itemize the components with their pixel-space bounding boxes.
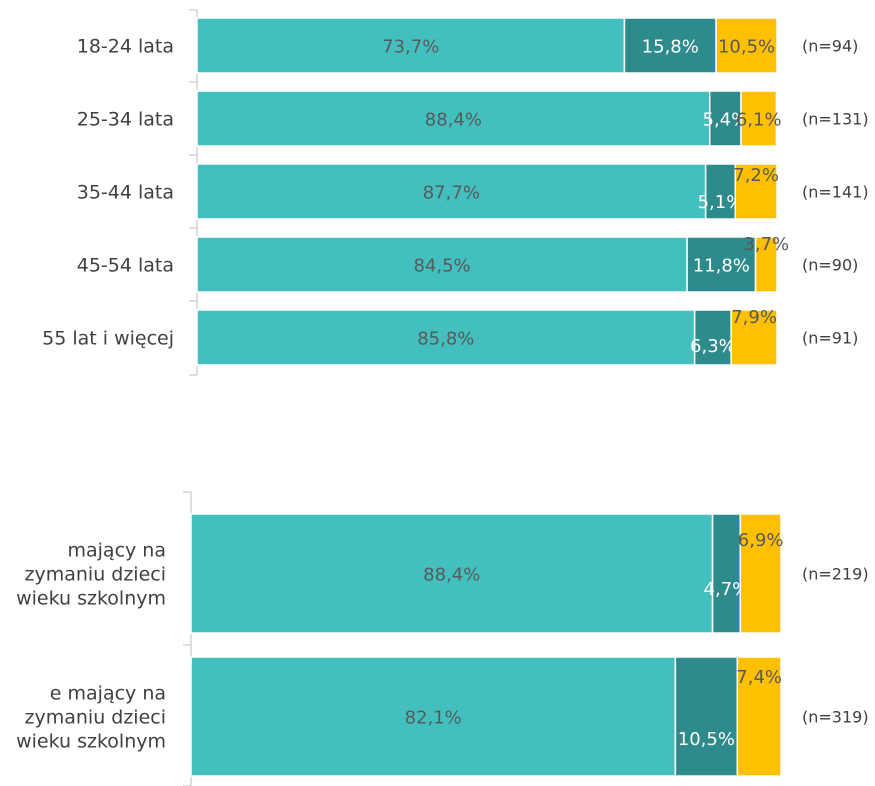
bar-segment — [623, 17, 717, 74]
bar-segment — [754, 236, 778, 293]
category-label: 25-34 lata — [77, 109, 174, 131]
bar-segment — [686, 236, 757, 293]
data-label: 88,4% — [423, 565, 480, 586]
category-label: 35-44 lata — [77, 182, 174, 204]
data-label: 7,2% — [733, 165, 779, 186]
bar-segment — [711, 513, 742, 634]
data-label: 7,9% — [731, 307, 777, 328]
sample-size-label: (n=91) — [802, 329, 858, 348]
sample-size-label: (n=141) — [802, 183, 869, 202]
data-label: 10,5% — [718, 37, 775, 58]
bar-segment — [730, 309, 778, 366]
data-label: 7,4% — [736, 667, 782, 688]
bar-segment — [674, 656, 739, 777]
data-label: 82,1% — [405, 708, 462, 729]
bar-segment — [704, 163, 736, 220]
category-label: mający na — [68, 540, 167, 562]
data-label: 6,1% — [736, 110, 782, 131]
category-label: 18-24 lata — [77, 36, 174, 58]
bar-segment — [736, 656, 782, 777]
category-label: 55 lat i więcej — [42, 328, 174, 350]
data-label: 11,8% — [693, 256, 750, 277]
data-label: 4,7% — [704, 579, 750, 600]
sample-size-label: (n=219) — [802, 565, 869, 584]
category-label: 45-54 lata — [77, 255, 174, 277]
bar-segment — [196, 309, 696, 366]
category-label: zymaniu dzieci — [25, 564, 167, 586]
data-label: 73,7% — [382, 37, 439, 58]
data-label: 5,4% — [703, 110, 749, 131]
bar-segment — [739, 513, 782, 634]
bar-segment — [734, 163, 778, 220]
bar-segment — [740, 90, 778, 147]
bar-segment — [196, 236, 688, 293]
sample-size-label: (n=90) — [802, 256, 858, 275]
data-label: 15,8% — [642, 37, 699, 58]
data-label: 6,3% — [690, 336, 736, 357]
category-label: e mający na — [50, 683, 166, 705]
bar-segment — [196, 90, 711, 147]
sample-size-label: (n=131) — [802, 110, 869, 129]
bar-segment — [715, 17, 778, 74]
data-label: 3,7% — [743, 234, 789, 255]
data-label: 87,7% — [423, 183, 480, 204]
category-label: wieku szkolnym — [16, 731, 166, 753]
data-label: 85,8% — [417, 329, 474, 350]
data-label: 88,4% — [425, 110, 482, 131]
data-label: 6,9% — [738, 530, 784, 551]
bar-segment — [708, 90, 742, 147]
sample-size-label: (n=94) — [802, 37, 858, 56]
bar-segment — [196, 163, 707, 220]
bar-segment — [196, 17, 626, 74]
bar-segment — [190, 656, 677, 777]
category-label: zymaniu dzieci — [25, 707, 167, 729]
sample-size-label: (n=319) — [802, 708, 869, 727]
data-label: 10,5% — [678, 729, 735, 750]
data-label: 5,1% — [698, 192, 744, 213]
bar-segment — [190, 513, 714, 634]
category-label: wieku szkolnym — [16, 588, 166, 610]
data-label: 84,5% — [413, 256, 470, 277]
